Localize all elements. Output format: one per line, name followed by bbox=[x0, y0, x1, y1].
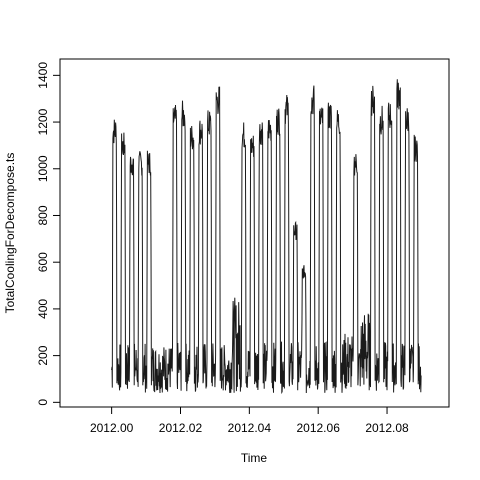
x-axis: 2012.00 2012.02 2012.04 2012.06 2012.08 bbox=[90, 406, 409, 435]
y-tick-label: 1200 bbox=[36, 108, 50, 135]
series-line bbox=[111, 79, 422, 395]
y-axis: 0 200 400 600 800 1000 1200 1400 bbox=[36, 62, 61, 406]
x-tick-label: 2012.04 bbox=[228, 421, 272, 435]
y-tick-label: 400 bbox=[36, 299, 50, 319]
series-layer bbox=[111, 79, 422, 395]
y-tick-label: 600 bbox=[36, 252, 50, 272]
y-axis-label: TotalCoolingForDecompose.ts bbox=[3, 153, 17, 314]
x-tick-label: 2012.02 bbox=[159, 421, 203, 435]
y-tick-label: 0 bbox=[36, 399, 50, 406]
x-tick-label: 2012.06 bbox=[296, 421, 340, 435]
y-tick-label: 1400 bbox=[36, 62, 50, 89]
y-tick-label: 1000 bbox=[36, 155, 50, 182]
x-tick-label: 2012.00 bbox=[90, 421, 134, 435]
y-tick-label: 200 bbox=[36, 345, 50, 365]
x-tick-label: 2012.08 bbox=[365, 421, 409, 435]
x-axis-label: Time bbox=[241, 451, 268, 465]
y-tick-label: 800 bbox=[36, 205, 50, 225]
